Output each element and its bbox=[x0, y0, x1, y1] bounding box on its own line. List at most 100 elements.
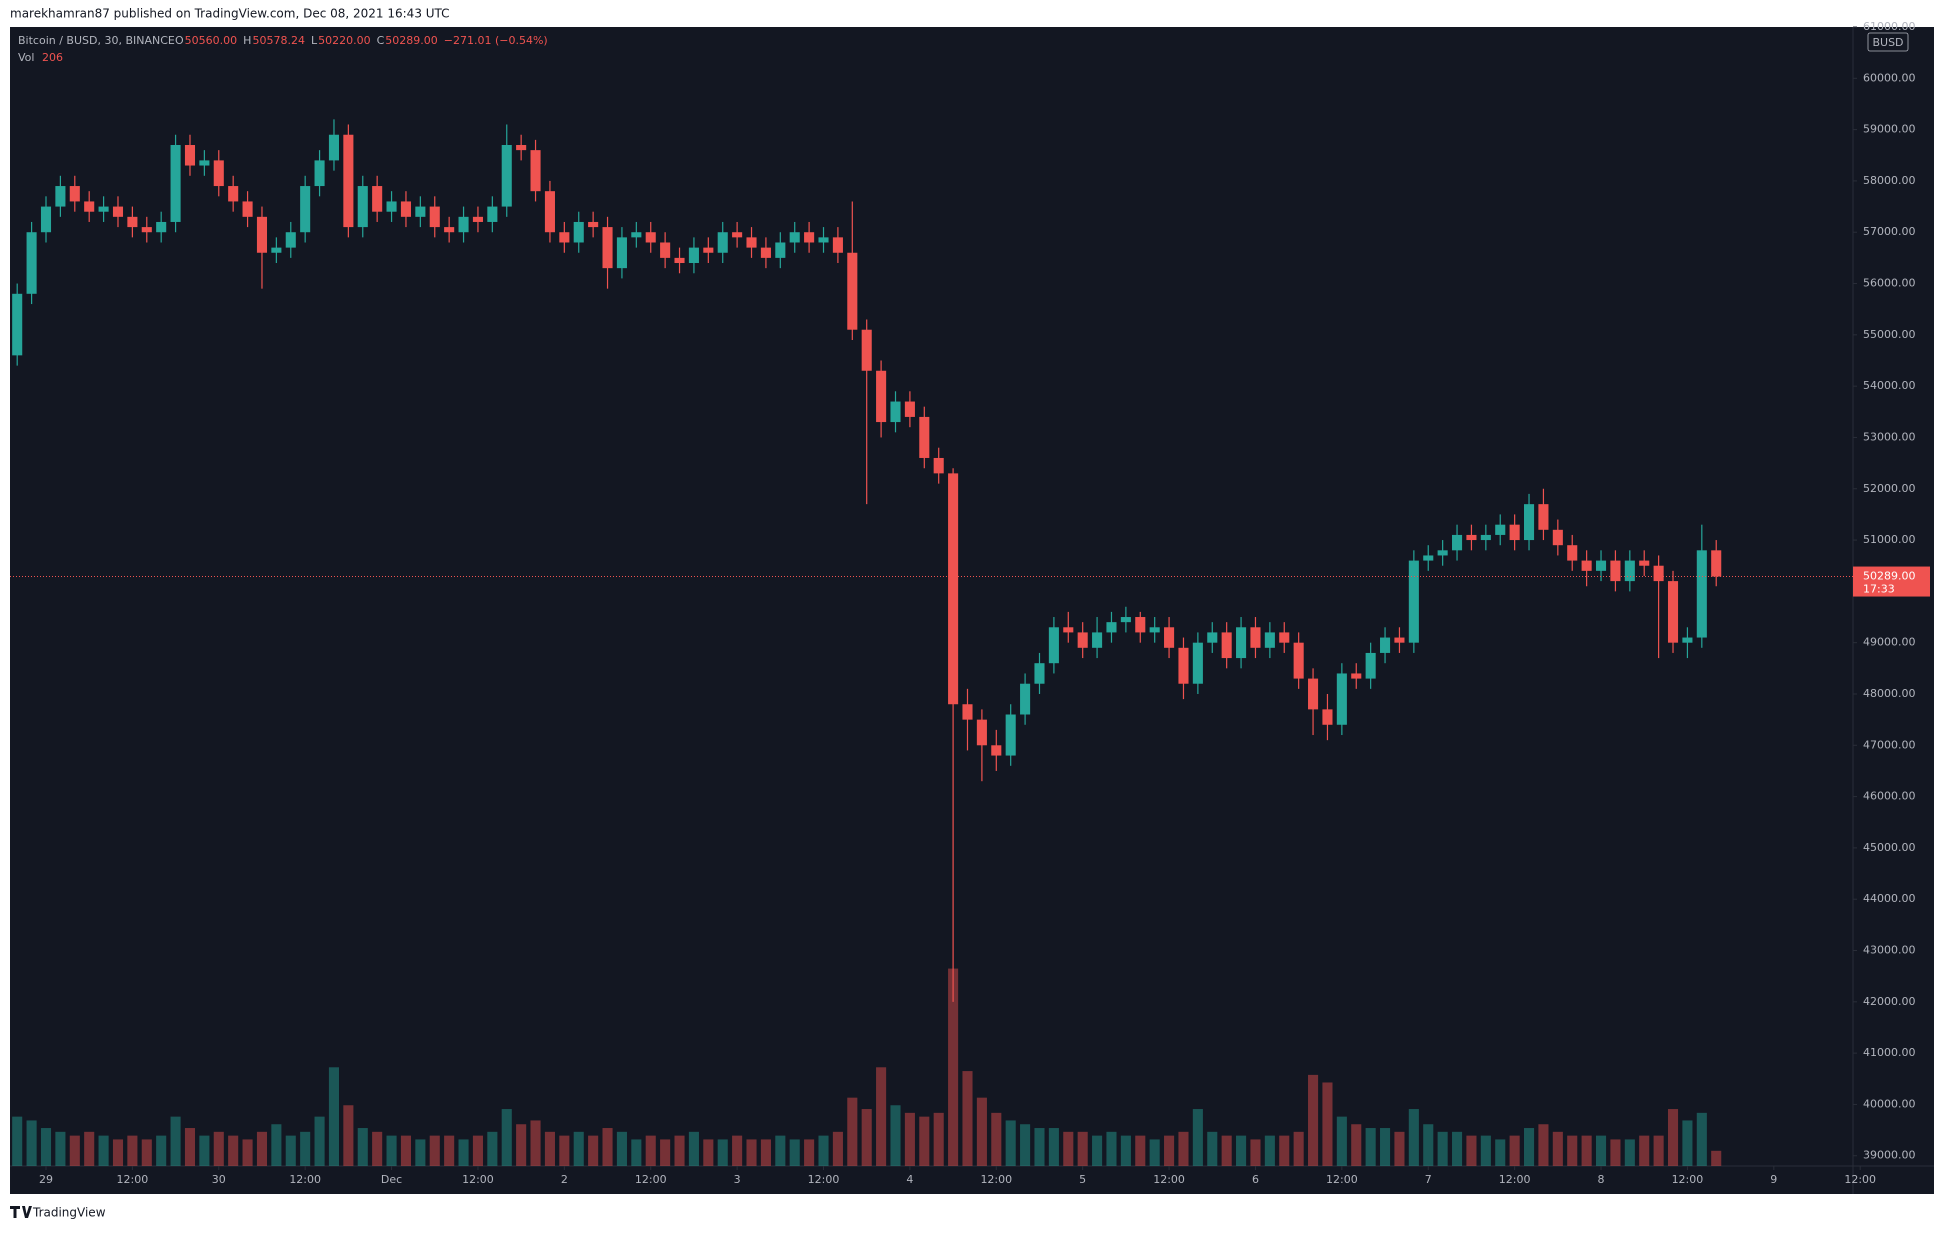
x-tick-label: 9 bbox=[1770, 1173, 1777, 1186]
candle-body bbox=[314, 160, 325, 187]
candle-body bbox=[415, 206, 426, 217]
volume-bar bbox=[1221, 1135, 1232, 1166]
y-tick-label: 61000.00 bbox=[1863, 20, 1916, 33]
volume-bar bbox=[1120, 1135, 1131, 1166]
volume-bar bbox=[1423, 1124, 1434, 1166]
candle-body bbox=[1077, 632, 1088, 648]
volume-bar bbox=[645, 1135, 656, 1166]
candle-body bbox=[40, 206, 52, 233]
volume-bar bbox=[1164, 1135, 1175, 1166]
volume-bar bbox=[372, 1131, 383, 1166]
volume-bar bbox=[789, 1139, 800, 1166]
volume-bar bbox=[1437, 1131, 1448, 1166]
candle-body bbox=[1711, 550, 1722, 577]
volume-bar bbox=[588, 1135, 599, 1166]
volume-bar bbox=[1567, 1135, 1578, 1166]
legend-value: 50289.00 bbox=[385, 34, 438, 47]
volume-bar bbox=[1336, 1116, 1347, 1166]
candle-body bbox=[487, 206, 498, 222]
legend-key: C bbox=[377, 34, 385, 47]
x-tick-label: Dec bbox=[381, 1173, 402, 1186]
candle-body bbox=[775, 242, 786, 258]
currency-box bbox=[1867, 32, 1909, 52]
volume-bar bbox=[660, 1139, 671, 1166]
candle-body bbox=[760, 247, 771, 258]
legend-key: H bbox=[243, 34, 251, 47]
candle-body bbox=[804, 232, 815, 243]
volume-bar bbox=[746, 1139, 757, 1166]
candle-body bbox=[285, 232, 296, 248]
volume-bar bbox=[184, 1128, 196, 1166]
candle-body bbox=[127, 216, 138, 228]
volume-bar bbox=[1711, 1150, 1722, 1166]
candle-body bbox=[1423, 555, 1434, 561]
candle-body bbox=[357, 186, 368, 228]
candle-body bbox=[1408, 560, 1419, 643]
y-tick-label: 57000.00 bbox=[1863, 225, 1916, 238]
volume-bar bbox=[400, 1135, 411, 1166]
candle-body bbox=[1221, 632, 1232, 659]
candle-body bbox=[501, 145, 512, 207]
volume-bar bbox=[1264, 1135, 1275, 1166]
candle-body bbox=[228, 186, 239, 202]
y-tick-label: 48000.00 bbox=[1863, 687, 1916, 700]
candle-body bbox=[1164, 627, 1175, 648]
volume-bar bbox=[933, 1112, 944, 1166]
candle-body bbox=[890, 401, 901, 423]
candle-body bbox=[530, 150, 541, 192]
last-price-box bbox=[1853, 566, 1930, 597]
volume-bar bbox=[472, 1135, 483, 1166]
volume-bar bbox=[1480, 1135, 1491, 1166]
volume-bar bbox=[876, 1067, 887, 1166]
countdown: 17:33 bbox=[1863, 583, 1895, 596]
x-tick-label: 8 bbox=[1598, 1173, 1605, 1186]
candle-body bbox=[1279, 632, 1290, 643]
publish-note: marekhamran87 published on TradingView.c… bbox=[10, 7, 450, 21]
candle-body bbox=[789, 232, 800, 243]
y-tick-label: 41000.00 bbox=[1863, 1046, 1916, 1059]
volume-bar bbox=[616, 1131, 627, 1166]
x-tick-label: 7 bbox=[1425, 1173, 1432, 1186]
candle-body bbox=[1437, 550, 1448, 556]
volume-bar bbox=[170, 1116, 181, 1166]
x-tick-label: 3 bbox=[734, 1173, 741, 1186]
x-tick-label: 12:00 bbox=[1499, 1173, 1531, 1186]
volume-bar bbox=[1236, 1135, 1247, 1166]
candle-body bbox=[847, 252, 858, 330]
candle-body bbox=[1380, 637, 1391, 653]
y-tick-label: 56000.00 bbox=[1863, 277, 1916, 290]
volume-bar bbox=[1696, 1112, 1707, 1166]
candle-body bbox=[660, 242, 671, 258]
candle-body bbox=[948, 473, 959, 705]
volume-bar bbox=[703, 1139, 714, 1166]
volume-bar bbox=[976, 1097, 987, 1166]
y-tick-label: 58000.00 bbox=[1863, 174, 1916, 187]
candle-body bbox=[1207, 632, 1218, 643]
x-tick-label: 4 bbox=[906, 1173, 913, 1186]
y-tick-label: 54000.00 bbox=[1863, 379, 1916, 392]
volume-bar bbox=[1394, 1131, 1405, 1166]
volume-bar bbox=[832, 1131, 843, 1166]
candle-body bbox=[141, 227, 152, 233]
volume-bar bbox=[904, 1112, 915, 1166]
candle-body bbox=[242, 201, 253, 217]
y-tick-label: 55000.00 bbox=[1863, 328, 1916, 341]
volume-bar bbox=[69, 1135, 80, 1166]
candle-body bbox=[616, 237, 627, 269]
x-tick-label: 29 bbox=[39, 1173, 53, 1186]
legend-value: 50560.00 bbox=[185, 34, 238, 47]
y-tick-label: 52000.00 bbox=[1863, 482, 1916, 495]
candle-body bbox=[1480, 534, 1491, 541]
candle-body bbox=[1322, 709, 1333, 725]
candle-body bbox=[1495, 524, 1506, 535]
x-tick-label: 12:00 bbox=[1672, 1173, 1704, 1186]
volume-bar bbox=[127, 1135, 138, 1166]
legend-value: 50220.00 bbox=[318, 34, 371, 47]
footer-logo bbox=[10, 1206, 32, 1218]
candle-body bbox=[976, 719, 987, 746]
volume-bar bbox=[1365, 1128, 1376, 1166]
candle-body bbox=[1365, 652, 1376, 679]
candle-body bbox=[112, 206, 124, 217]
volume-bar bbox=[55, 1131, 66, 1166]
volume-bar bbox=[516, 1124, 527, 1166]
